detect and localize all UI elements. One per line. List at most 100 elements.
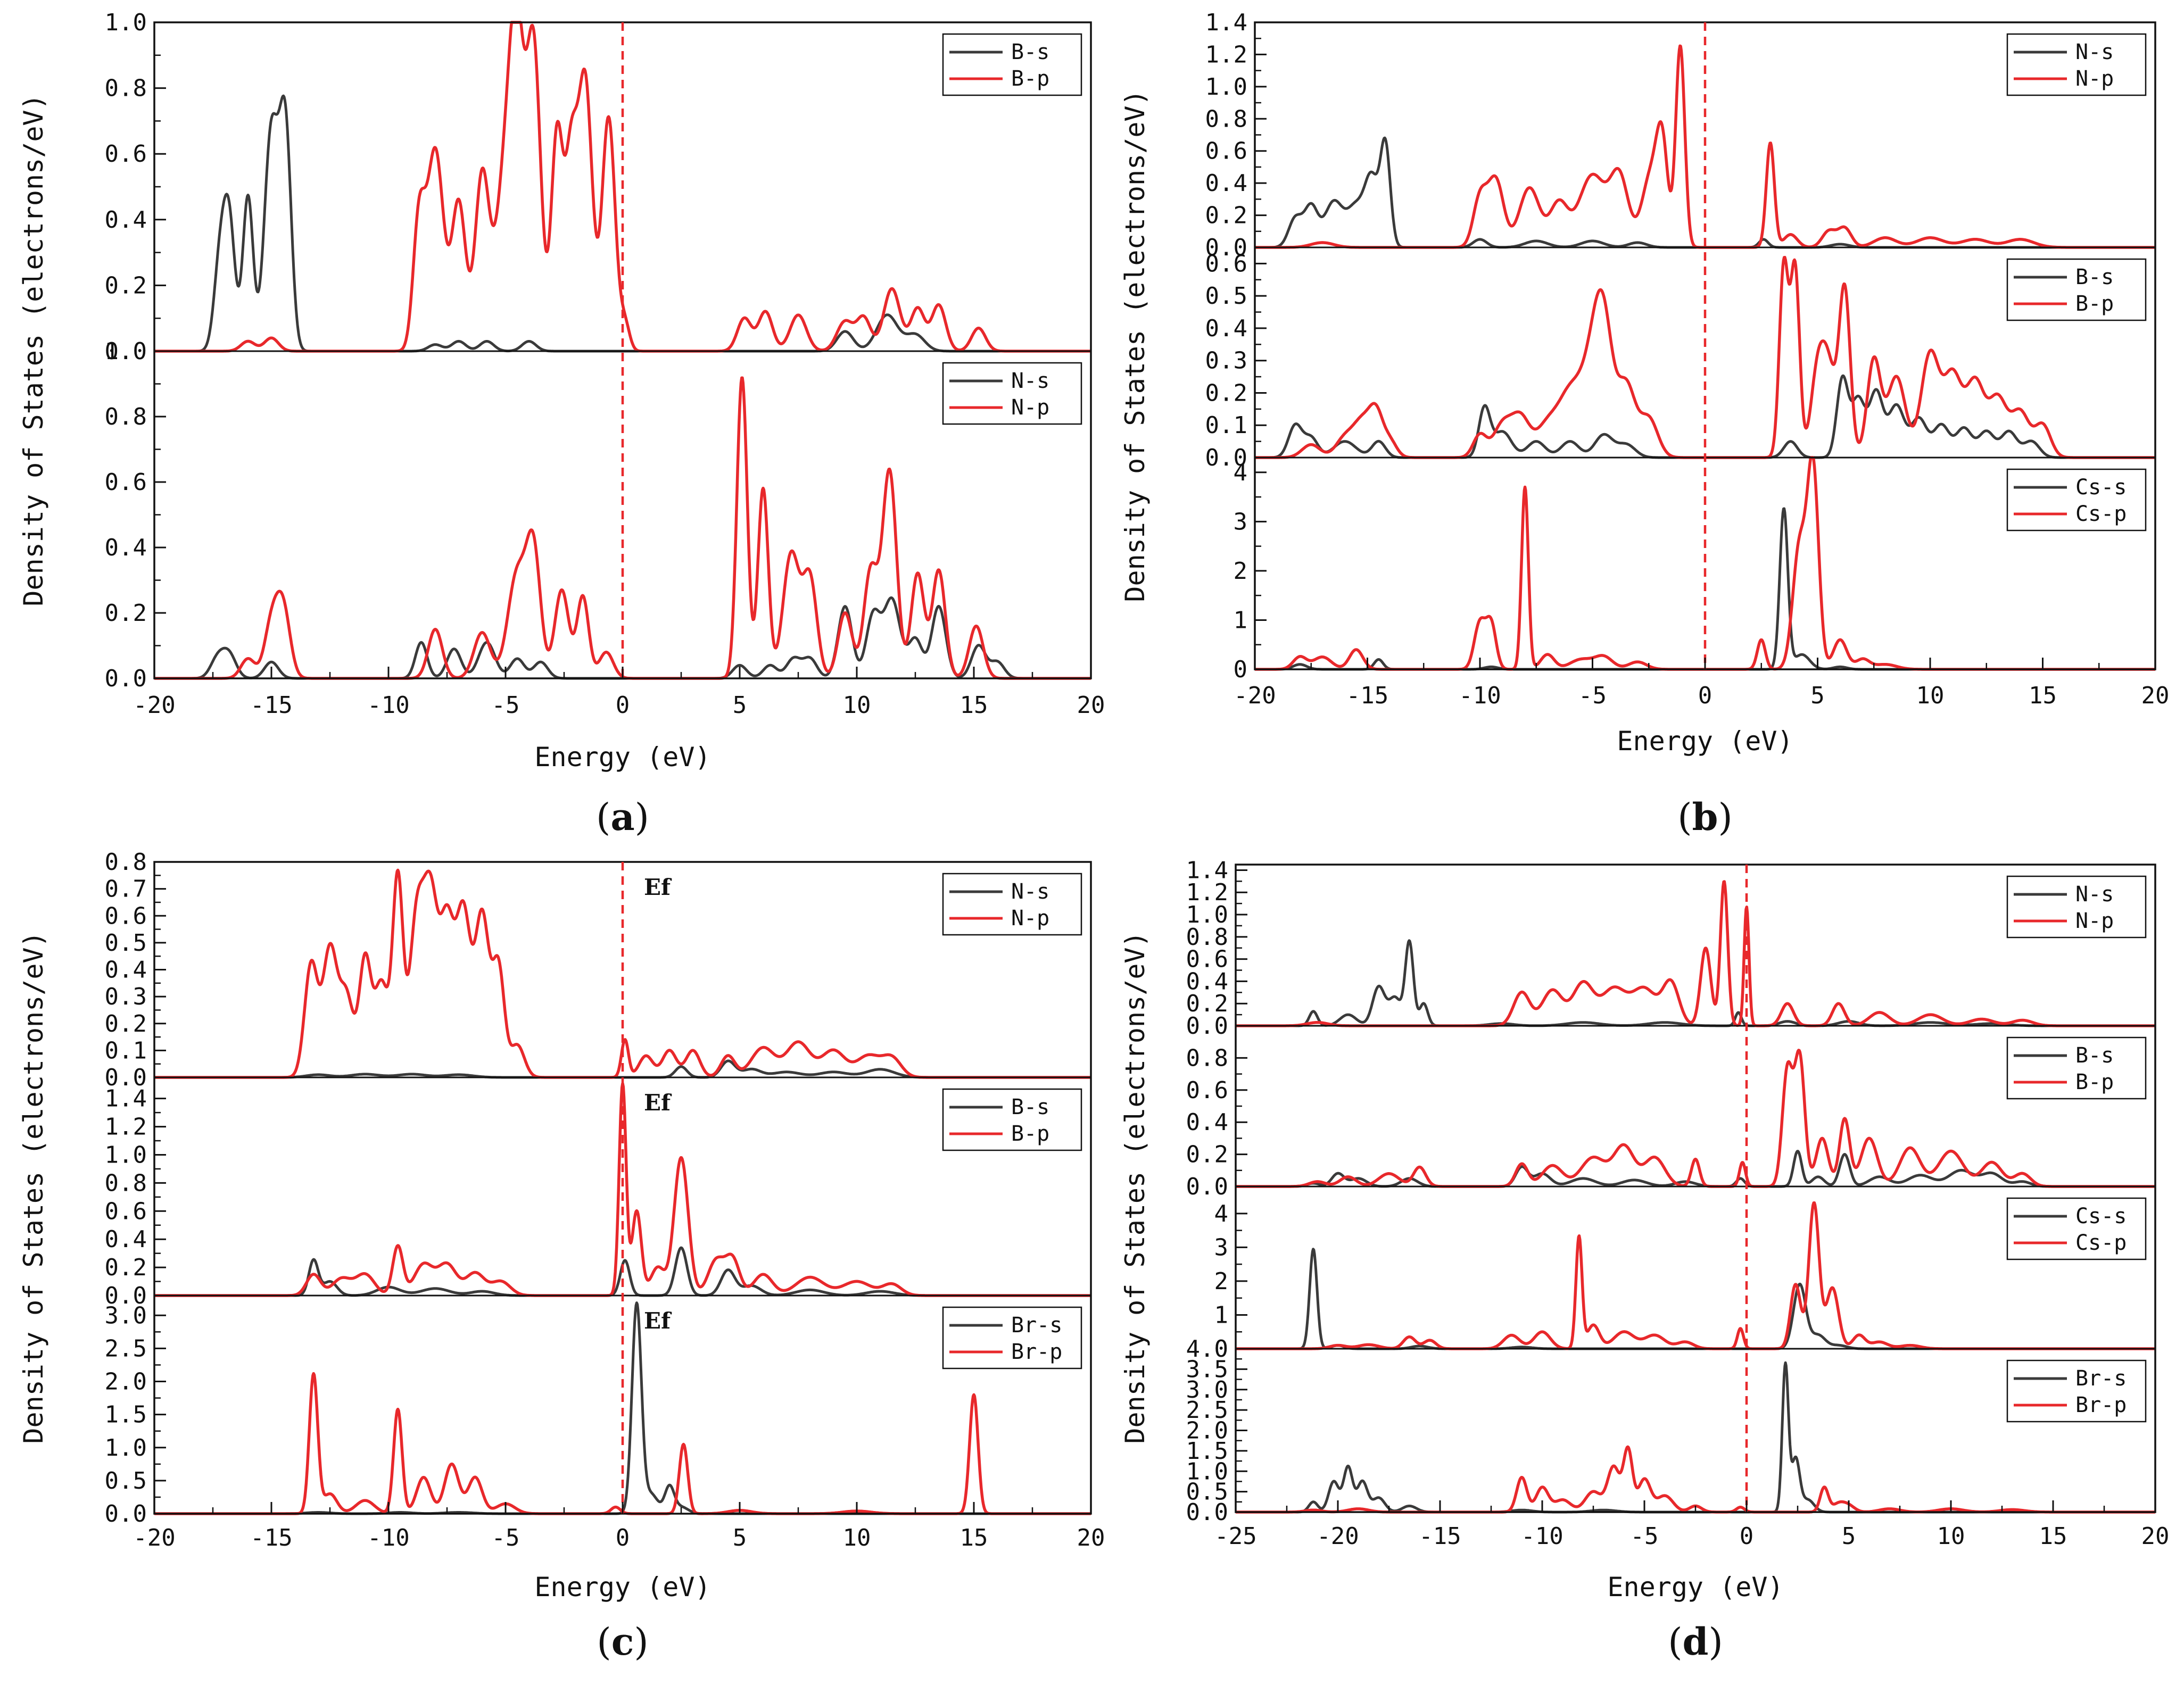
legend: B-s B-p [2006,258,2147,321]
y-tick-label: 3 [1214,1234,1229,1261]
x-tick-label: 5 [1842,1523,1856,1550]
y-tick-label: 2.0 [1186,1417,1228,1445]
legend-label-cs-s: Cs-s [2075,475,2127,500]
subplot: 0.00.20.40.60.81.01.21.4 N-sN-p [1186,857,2156,1040]
x-tick-label: 15 [960,692,988,719]
legend-box [2006,875,2147,939]
y-tick-label: 0.4 [1186,968,1228,995]
x-tick-label: -10 [367,692,409,719]
subplot: 0.0 0.2 0.4 0.6 0.8 1.0 B-s B-p [105,9,1092,365]
x-tick-label: 10 [843,1524,871,1551]
legend-label-b-p: B-p [1011,1122,1049,1146]
x-tick-label: 15 [2039,1523,2067,1550]
y-tick-label: 1.4 [105,1085,147,1113]
x-tick-label: -10 [367,1524,409,1551]
y-tick-label: 0.4 [1205,315,1247,342]
x-tick-label: 5 [1810,682,1825,709]
y-tick-label: 0.5 [1205,283,1247,310]
y-tick-label: 0 [1234,656,1248,683]
x-tick-label: -5 [1578,682,1607,709]
legend: N-sN-p [942,873,1082,936]
y-tick-label: 3.0 [1186,1376,1228,1404]
legend-box [2006,1036,2147,1100]
legend-box [942,33,1082,96]
x-axis-title: Energy (eV) [1607,1572,1783,1603]
y-axis-title: Density of States (electrons/eV) [18,94,49,606]
y-tick-label: 0.8 [1186,924,1228,951]
legend-label-n-s: N-s [2075,882,2114,907]
y-tick-label: 0.8 [105,849,147,876]
y-tick-label: 1.2 [1205,41,1247,68]
y-tick-label: 0.2 [105,600,147,627]
dos-panel-b: 0.00.20.40.60.81.01.21.4N-sN-p0.00.10.20… [1120,9,2169,839]
y-tick-label: 0.2 [105,1254,147,1281]
legend-box [942,873,1082,936]
y-tick-label: 0 [1214,1335,1229,1363]
y-tick-label: 1.5 [1186,1438,1228,1465]
subplot: 0.00.10.20.30.40.50.60.70.8 N-sN-p Ef [105,849,1092,1091]
y-tick-label: 0.8 [105,75,147,102]
x-tick-label: 5 [733,1524,747,1551]
y-tick-label: 2.0 [105,1368,147,1396]
x-tick-label: 15 [960,1524,988,1551]
x-tick-label: -15 [1346,682,1388,709]
y-tick-label: 0.4 [105,534,147,561]
legend-label-b-s: B-s [1011,40,1049,64]
x-tick-label: -10 [1521,1523,1563,1550]
legend-label-b-s: B-s [2075,265,2114,289]
x-tick-label: 20 [1077,1524,1105,1551]
y-tick-label: 0.2 [1205,202,1247,229]
y-tick-label: 0.6 [105,1198,147,1225]
y-tick-label: 0.6 [105,902,147,929]
legend: N-sN-p [942,362,1082,425]
y-tick-label: 0.7 [105,876,147,903]
x-tick-label: -20 [133,1524,175,1551]
x-tick-label: 0 [616,1524,630,1551]
y-tick-label: 0.1 [105,1037,147,1064]
x-tick-label: -25 [1214,1523,1256,1550]
legend-label-b-p: B-p [2075,1070,2114,1094]
dos-panel-d: 0.00.20.40.60.81.01.21.4N-sN-p0.00.20.40… [1120,857,2169,1664]
y-tick-label: 0.4 [105,1226,147,1253]
y-tick-label: 3.0 [105,1302,147,1329]
y-axis-title: Density of States (electrons/eV) [1120,89,1151,602]
y-tick-label: 0.6 [105,469,147,496]
legend-box [942,1088,1082,1151]
x-tick-label: 20 [2141,1523,2170,1550]
dos-line-br-p [1235,1445,2156,1514]
y-tick-label: 0.0 [105,338,147,365]
subplot: 0.0 0.5 1.0 1.5 2.0 2.5 3.0 Br-sBr-p Ef [105,1294,1092,1528]
legend-box [2006,1359,2147,1423]
y-tick-label: 0.5 [1186,1479,1228,1506]
x-tick-label: 10 [843,692,871,719]
x-axis-title: Energy (eV) [534,1572,710,1603]
legend: Br-sBr-p [2006,1359,2147,1423]
legend: Cs-sCs-p [2006,468,2147,532]
y-tick-label: 0.0 [1186,1012,1228,1040]
y-tick-label: 0.4 [1205,170,1247,197]
legend-box [2006,258,2147,321]
y-tick-label: 0.2 [1186,990,1228,1017]
y-tick-label: 3 [1234,508,1248,535]
y-tick-label: 0.6 [1186,946,1228,973]
y-tick-label: 0.2 [1186,1141,1228,1168]
y-tick-label: 1.5 [105,1401,147,1429]
y-tick-label: 1.0 [1186,901,1228,928]
subplot: 0 1 2 3 4 Cs-sCs-p [1234,456,2156,683]
x-tick-label: 20 [2141,682,2170,709]
subplot: 0 1 2 3 4 Cs-sCs-p [1214,1185,2156,1363]
legend-label-n-p: N-p [2075,67,2114,91]
y-tick-label: 0.0 [1186,1173,1228,1200]
x-tick-label: -10 [1459,682,1501,709]
y-tick-label: 4.0 [1186,1335,1228,1363]
x-tick-label: 10 [1937,1523,1965,1550]
subplot: 0.0 0.1 0.2 0.3 0.4 0.5 0.6 B-s B-p [1205,246,2156,471]
legend-label-n-p: N-p [2075,909,2114,933]
x-tick-label: 0 [616,692,630,719]
y-tick-label: 2 [1234,558,1248,585]
x-axis-title: Energy (eV) [1617,726,1793,757]
x-tick-label: 20 [1077,692,1105,719]
dos-line-cs-s [1235,1248,2156,1350]
x-tick-label: 10 [1916,682,1945,709]
dos-panel-c: 0.00.10.20.30.40.50.60.70.8N-sN-pEf0.00.… [18,849,1105,1664]
